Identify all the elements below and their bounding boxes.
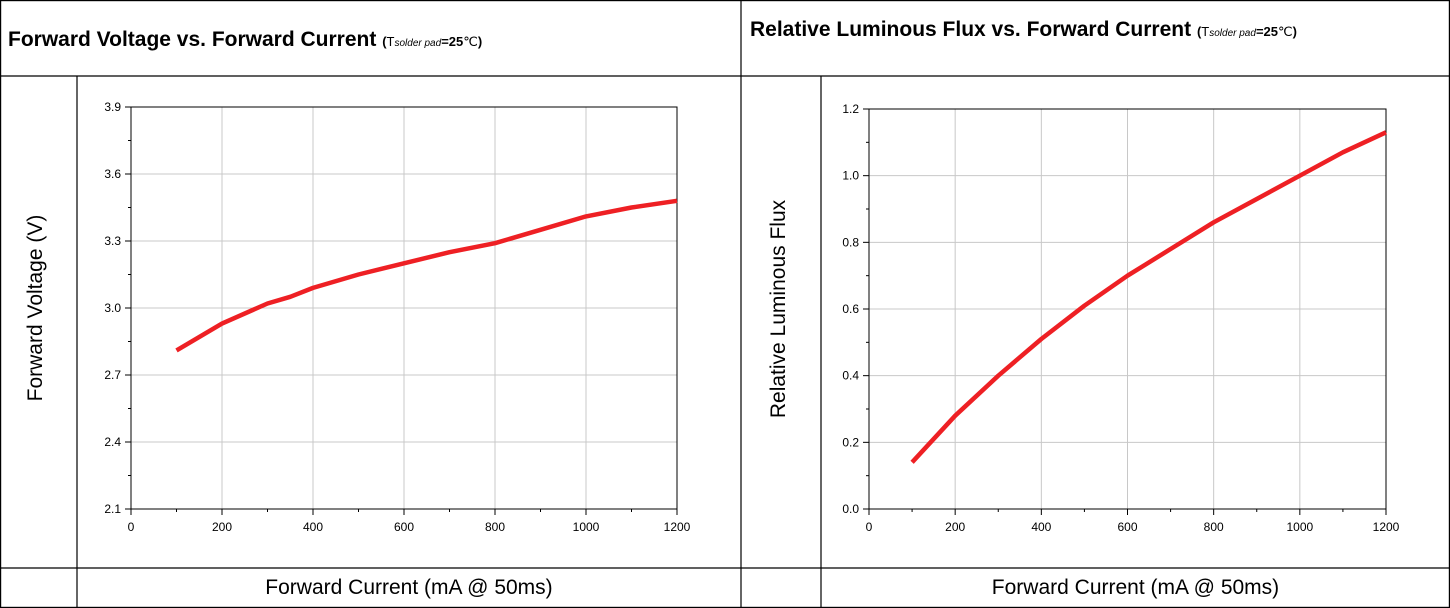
x-tick-label: 400 bbox=[303, 520, 323, 534]
y-tick-label: 2.4 bbox=[104, 435, 121, 449]
x-tick-label: 0 bbox=[128, 520, 135, 534]
x-tick-label: 0 bbox=[866, 520, 873, 534]
x-tick-label: 1000 bbox=[1286, 520, 1313, 534]
cond-eq: =25 bbox=[441, 34, 464, 49]
y-tick-label: 0.4 bbox=[842, 369, 859, 383]
x-tick-label: 800 bbox=[1204, 520, 1224, 534]
y-axis-label: Relative Luminous Flux bbox=[767, 199, 790, 418]
x-axis-label-forward-voltage: Forward Current (mA @ 50ms) bbox=[265, 576, 553, 599]
title-main: Forward Voltage vs. Forward Current bbox=[8, 28, 377, 51]
x-tick-label: 600 bbox=[394, 520, 414, 534]
y-tick-label: 2.1 bbox=[104, 502, 121, 516]
cond-sub: solder pad bbox=[394, 38, 442, 49]
title-main: Relative Luminous Flux vs. Forward Curre… bbox=[750, 18, 1192, 41]
y-tick-label: 3.6 bbox=[104, 167, 121, 181]
gridlines bbox=[869, 109, 1386, 509]
x-tick-label: 600 bbox=[1117, 520, 1137, 534]
cond-close: ) bbox=[1292, 24, 1297, 39]
x-tick-label: 200 bbox=[212, 520, 232, 534]
x-tick-label: 1200 bbox=[664, 520, 691, 534]
y-tick-label: 3.0 bbox=[104, 301, 121, 315]
y-tick-label: 3.9 bbox=[104, 100, 121, 114]
y-tick-label: 1.2 bbox=[842, 102, 859, 116]
gridlines bbox=[131, 107, 677, 509]
x-tick-label: 1000 bbox=[573, 520, 600, 534]
x-tick-label: 800 bbox=[485, 520, 505, 534]
x-tick-label: 1200 bbox=[1373, 520, 1400, 534]
y-tick-label: 0.2 bbox=[842, 435, 859, 449]
cond-sub: solder pad bbox=[1209, 28, 1256, 39]
panel-title-forward-voltage: Forward Voltage vs. Forward Current (Tso… bbox=[8, 28, 734, 56]
cond-open: ( bbox=[382, 34, 387, 49]
y-tick-label: 1.0 bbox=[842, 169, 859, 183]
cond-unit: ℃ bbox=[1278, 24, 1293, 39]
cond-close: ) bbox=[477, 34, 483, 49]
cond-eq: =25 bbox=[1255, 24, 1278, 39]
title-condition: (Tsolder pad=25℃) bbox=[1197, 24, 1297, 39]
y-tick-label: 0.8 bbox=[842, 235, 859, 249]
title-condition: (Tsolder pad=25℃) bbox=[382, 34, 482, 49]
cond-t: T bbox=[1201, 24, 1210, 39]
series-line bbox=[175, 198, 678, 353]
y-tick-label: 3.3 bbox=[104, 234, 121, 248]
y-tick-label: 0.6 bbox=[842, 302, 859, 316]
series-line bbox=[910, 130, 1387, 464]
cond-unit: ℃ bbox=[463, 34, 478, 49]
y-tick-label: 2.7 bbox=[104, 368, 121, 382]
panel-title-luminous-flux: Relative Luminous Flux vs. Forward Curre… bbox=[750, 18, 1442, 46]
x-tick-label: 200 bbox=[945, 520, 965, 534]
y-tick-label: 0.0 bbox=[842, 502, 859, 516]
y-axis-label: Forward Voltage (V) bbox=[24, 215, 47, 402]
x-tick-label: 400 bbox=[1031, 520, 1051, 534]
x-axis-label-luminous-flux: Forward Current (mA @ 50ms) bbox=[991, 576, 1280, 599]
cond-t: T bbox=[386, 34, 395, 49]
cond-open: ( bbox=[1196, 24, 1202, 39]
